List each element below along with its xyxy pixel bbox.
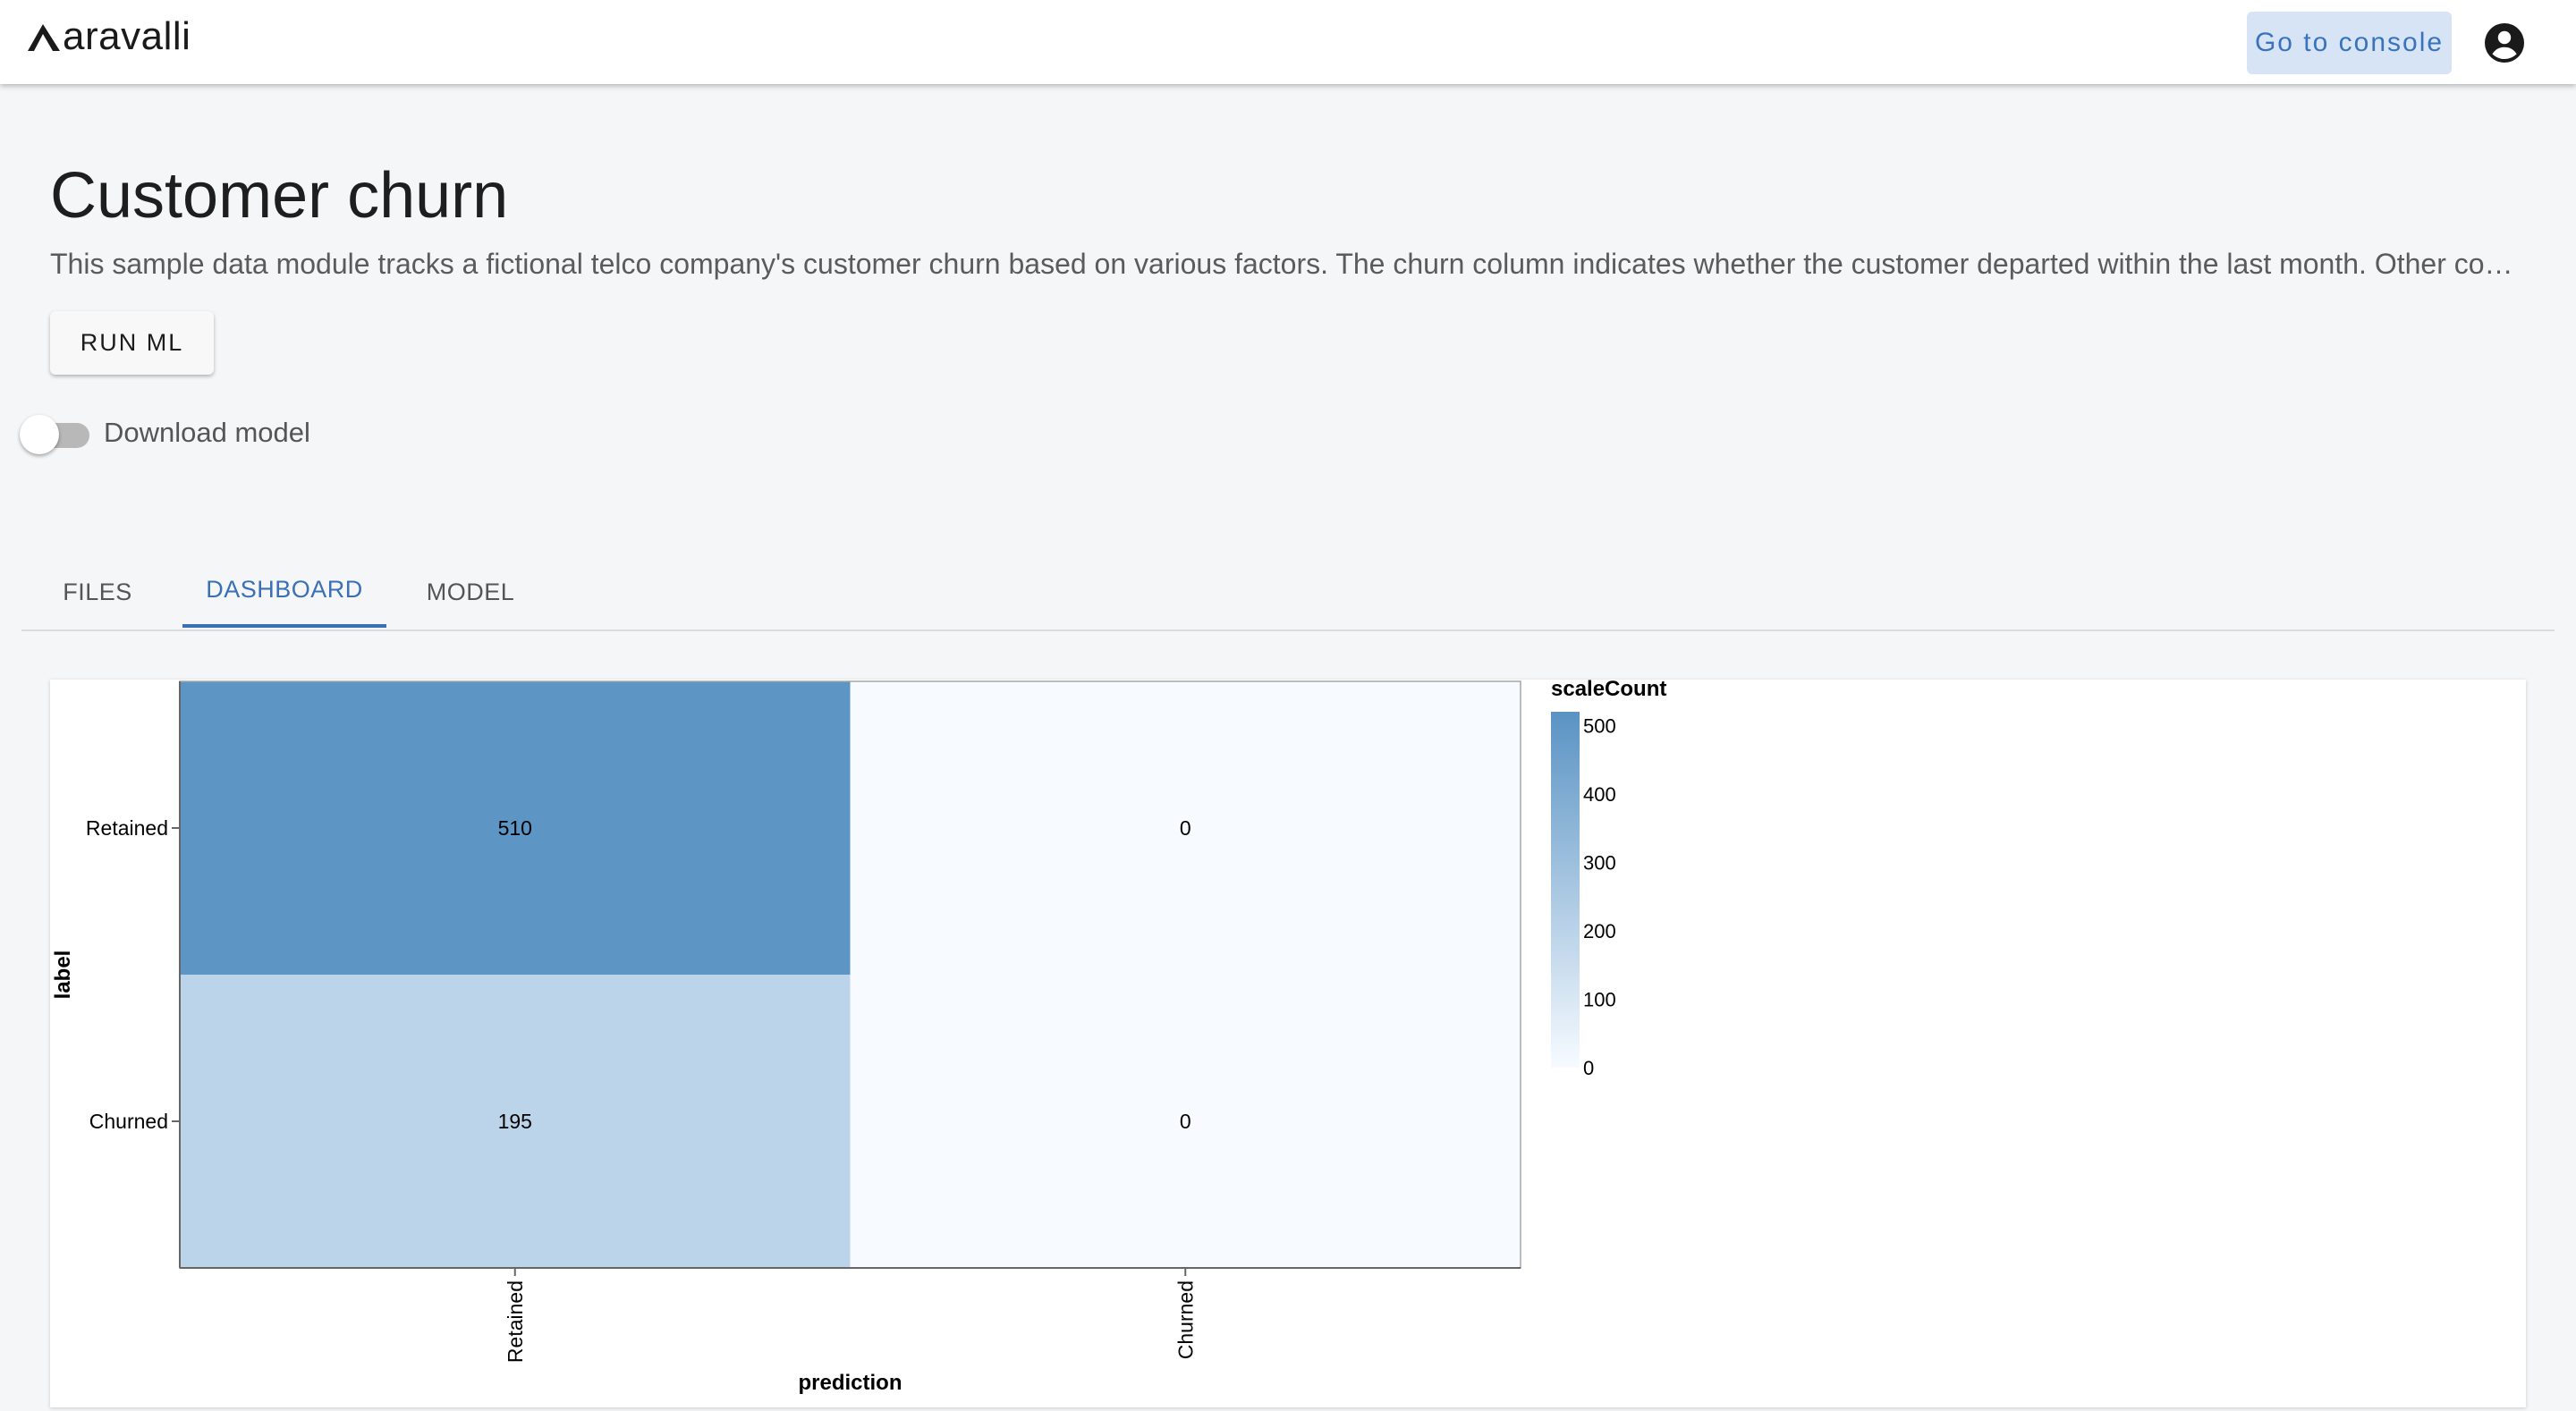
go-to-console-button[interactable]: Go to console — [2247, 12, 2452, 74]
legend-tick-label: 200 — [1583, 920, 1616, 942]
logo-mark-icon — [28, 24, 60, 51]
logo-text: aravalli — [63, 14, 191, 58]
cell-value-label: 510 — [498, 816, 532, 840]
logo[interactable]: aravalli — [27, 14, 191, 59]
heatmap-cell — [850, 681, 1521, 975]
run-ml-button[interactable]: RUN ML — [50, 311, 214, 375]
legend-tick-label: 100 — [1583, 988, 1616, 1010]
legend-tick-label: 400 — [1583, 783, 1616, 806]
y-tick-label: Retained — [86, 816, 168, 840]
confusion-matrix-chart: 510 0 195 0 Retained Churned Retained Churned pr… — [51, 680, 1666, 1395]
x-tick-label: Churned — [1174, 1280, 1197, 1359]
y-tick-label: Churned — [89, 1110, 168, 1133]
legend-gradient — [1551, 712, 1580, 1068]
dashboard-card: 510 0 195 0 Retained Churned Retained Churned pr… — [50, 680, 2526, 1407]
toggle-label: Download model — [104, 417, 310, 448]
heatmap-cell — [180, 681, 851, 975]
toggle-knob[interactable] — [20, 415, 59, 454]
x-axis-title: prediction — [798, 1371, 902, 1395]
legend-title: scaleCount — [1551, 680, 1666, 701]
page-title: Customer churn — [50, 160, 509, 232]
page-description: This sample data module tracks a fiction… — [50, 248, 2519, 280]
cell-value-label: 195 — [498, 1110, 532, 1133]
tab-model[interactable]: MODEL — [426, 578, 515, 605]
cell-value-label: 0 — [1180, 1110, 1191, 1133]
cell-value-label: 0 — [1180, 816, 1191, 840]
tab-dashboard[interactable]: DASHBOARD — [182, 554, 386, 628]
account-circle-icon[interactable] — [2483, 21, 2526, 64]
legend-tick-label: 500 — [1583, 714, 1616, 737]
legend-tick-label: 300 — [1583, 851, 1616, 874]
heatmap-cell — [850, 975, 1521, 1268]
legend-tick-label: 0 — [1583, 1057, 1594, 1079]
tab-bar: FILES DASHBOARD MODEL — [21, 554, 2555, 631]
tab-files[interactable]: FILES — [63, 578, 132, 605]
heatmap-cell — [180, 975, 851, 1268]
x-tick-label: Retained — [504, 1280, 527, 1363]
y-axis-title: label — [51, 951, 75, 1000]
app-bar: aravalli Go to console — [0, 0, 2576, 84]
